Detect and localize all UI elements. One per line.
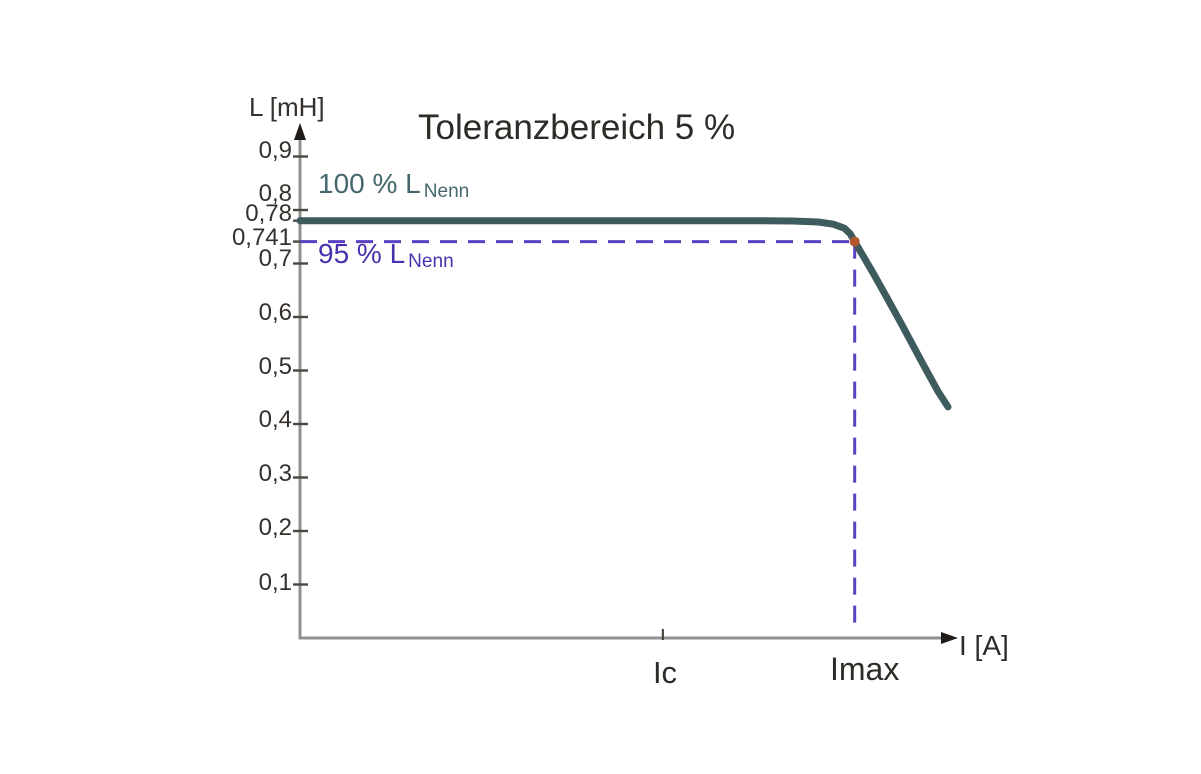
y-tick-label: 0,741 [231, 223, 292, 251]
y-tick-label: 0,4 [258, 406, 292, 433]
x-axis-arrow [941, 632, 958, 644]
annotation-100-text: 100 % L [318, 168, 421, 199]
annotation-100-percent-nominal: 100 % L Nenn [318, 167, 469, 205]
y-axis-label: L [mH] [249, 92, 325, 122]
y-tick-label: 0,78 [245, 199, 292, 227]
chart-title: Toleranzbereich 5 % [418, 108, 736, 147]
y-axis-arrow [294, 123, 306, 140]
annotation-100-subscript: Nenn [423, 181, 470, 203]
y-tick-label: 0,8 [258, 180, 292, 207]
y-tick-label: 0,6 [258, 299, 292, 326]
y-tick-label: 0,7 [258, 244, 292, 272]
intersection-marker [849, 236, 860, 247]
y-tick-label: 0,2 [258, 514, 292, 541]
x-axis-label: I [A] [959, 630, 1009, 661]
y-tick-label: 0,3 [258, 459, 292, 487]
annotation-95-text: 95 % L [318, 238, 406, 269]
x-tick-label-imax: Imax [830, 651, 900, 687]
y-tick-label: 0,5 [258, 352, 292, 380]
annotation-95-subscript: Nenn [408, 251, 454, 273]
y-tick-label: 0,1 [258, 568, 292, 596]
y-tick-label: 0,9 [258, 136, 292, 164]
annotation-95-percent-nominal: 95 % L Nenn [318, 237, 454, 275]
x-tick-label-ic: Ic [652, 655, 678, 690]
